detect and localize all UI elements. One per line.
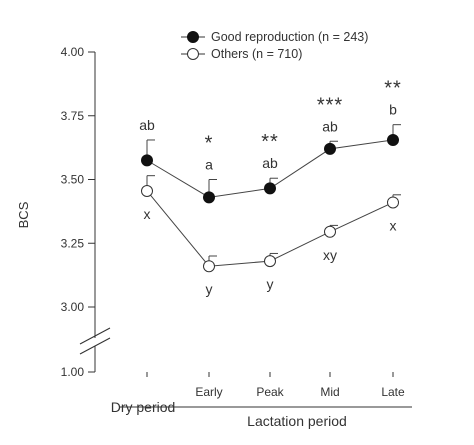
x-group-dry-label: Dry period (111, 399, 176, 415)
letter-label-others: xy (323, 247, 337, 263)
data-point (324, 142, 336, 155)
significance-stars: * (205, 133, 214, 155)
legend-label-good: Good reproduction (n = 243) (211, 30, 368, 44)
y-tick-label: 3.50 (61, 173, 85, 187)
letter-label-good: ab (262, 155, 278, 171)
y-tick-label-break: 1.00 (61, 365, 85, 379)
legend-marker-others (187, 48, 199, 60)
data-point (141, 184, 153, 197)
legend: Good reproduction (n = 243) Others (n = … (181, 30, 368, 61)
significance-stars: *** (317, 94, 343, 116)
data-point (387, 133, 399, 146)
x-tick-label: Peak (256, 385, 284, 399)
axis-break-mark (79, 327, 111, 345)
x-tick-label: Late (381, 385, 405, 399)
data-point (387, 196, 399, 209)
letter-label-others: x (390, 217, 397, 233)
data-point (324, 225, 336, 238)
y-tick-label: 3.00 (61, 300, 85, 314)
y-tick-label: 3.25 (61, 236, 85, 250)
annotations: ab x a * y ab ** y ab *** xy b ** x (139, 78, 402, 298)
y-ticks: 3.00 3.25 3.50 3.75 4.00 (61, 45, 95, 314)
x-tick-label: Mid (320, 385, 339, 399)
data-point (141, 154, 153, 167)
series-others (141, 175, 401, 273)
series-layer (141, 124, 401, 273)
letter-label-good: ab (139, 117, 155, 133)
axes (79, 52, 111, 372)
data-point (264, 182, 276, 195)
legend-marker-good (187, 31, 199, 43)
letter-label-others: y (206, 281, 213, 297)
x-group-lactation-label: Lactation period (247, 413, 347, 429)
y-axis-label: BCS (16, 201, 31, 228)
legend-label-others: Others (n = 710) (211, 47, 302, 61)
significance-stars: ** (261, 131, 279, 153)
letter-label-good: b (389, 102, 397, 118)
axis-break-mark (79, 337, 111, 355)
significance-stars: ** (384, 78, 402, 100)
letter-label-good: ab (322, 118, 338, 134)
y-tick-label: 3.75 (61, 109, 85, 123)
data-point (203, 191, 215, 204)
x-tick-label: Early (195, 385, 222, 399)
data-point (264, 255, 276, 268)
x-ticks: Early Peak Mid Late (146, 372, 405, 399)
letter-label-good: a (205, 157, 213, 173)
series-good-reproduction (141, 124, 401, 204)
y-tick-label: 4.00 (61, 45, 85, 59)
letter-label-others: x (144, 206, 151, 222)
letter-label-others: y (267, 276, 274, 292)
data-point (203, 260, 215, 273)
